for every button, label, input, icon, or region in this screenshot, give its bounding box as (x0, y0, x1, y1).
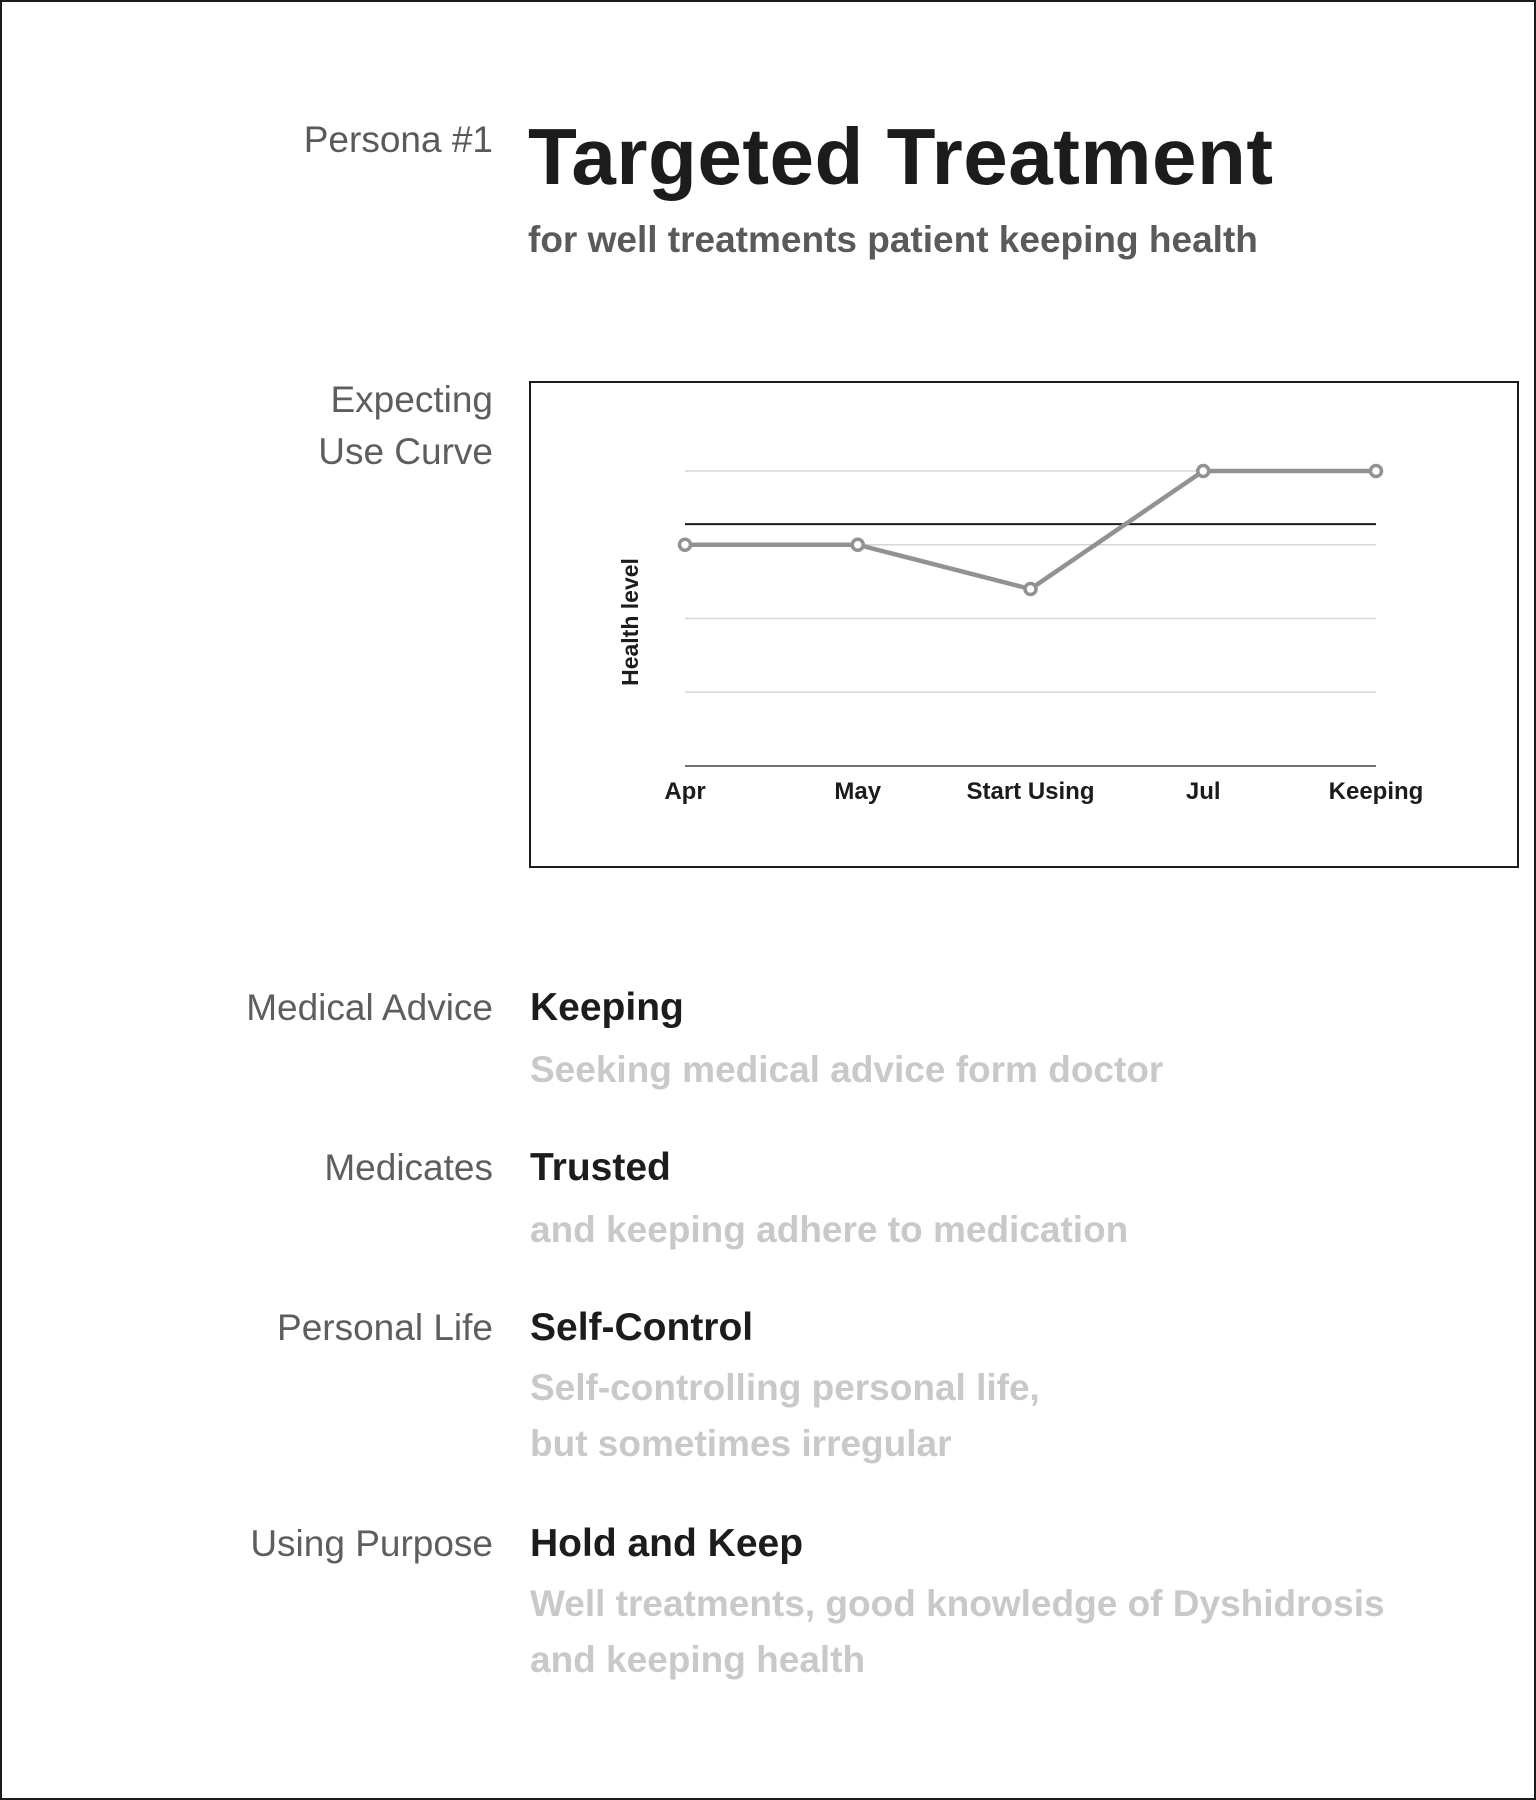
section-desc-line: Seeking medical advice form doctor (530, 1049, 1164, 1090)
use-curve-chart: Apr May Start Using Jul Keeping Health level (529, 381, 1519, 868)
data-point (850, 537, 865, 552)
x-tick-label: May (834, 778, 881, 805)
section-desc-medicates: and keeping adhere to medication (530, 1202, 1128, 1258)
data-point (1368, 463, 1384, 479)
y-axis-label: Health level (617, 558, 643, 686)
section-desc-personal-life: Self-controlling personal life, but some… (530, 1360, 1040, 1472)
section-desc-line: and keeping adhere to medication (530, 1209, 1129, 1250)
x-tick-label: Jul (1186, 778, 1221, 805)
section-value-personal-life: Self-Control (530, 1306, 754, 1349)
page-title: Targeted Treatment (528, 112, 1274, 201)
use-curve-chart-svg: Apr May Start Using Jul Keeping Health level (617, 463, 1424, 805)
section-desc-line: Self-controlling personal life, (530, 1367, 1040, 1408)
curve-label: Expecting Use Curve (318, 374, 493, 478)
series-line (685, 468, 1376, 592)
data-point (1023, 581, 1038, 597)
section-desc-using-purpose: Well treatments, good knowledge of Dyshi… (530, 1576, 1385, 1688)
curve-label-line: Use Curve (318, 431, 493, 472)
section-value-medicates: Trusted (530, 1146, 671, 1189)
section-desc-line: and keeping health (530, 1639, 866, 1680)
x-tick-label: Apr (664, 778, 705, 805)
section-label-personal-life: Personal Life (277, 1307, 493, 1348)
x-tick-label: Start Using (966, 778, 1094, 805)
x-tick-label: Keeping (1329, 778, 1424, 805)
curve-label-line: Expecting (330, 379, 494, 420)
section-label-medical-advice: Medical Advice (246, 987, 493, 1028)
section-label-medicates: Medicates (324, 1147, 493, 1188)
persona-label: Persona #1 (303, 119, 493, 160)
section-label-using-purpose: Using Purpose (250, 1523, 493, 1564)
section-desc-medical-advice: Seeking medical advice form doctor (530, 1042, 1163, 1098)
section-desc-line: Well treatments, good knowledge of Dyshi… (530, 1583, 1385, 1624)
section-value-medical-advice: Keeping (530, 986, 684, 1029)
page-subtitle: for well treatments patient keeping heal… (528, 219, 1258, 260)
data-point (1196, 463, 1211, 479)
data-point (677, 537, 693, 552)
section-desc-line: but sometimes irregular (530, 1423, 952, 1464)
section-value-using-purpose: Hold and Keep (530, 1522, 804, 1565)
